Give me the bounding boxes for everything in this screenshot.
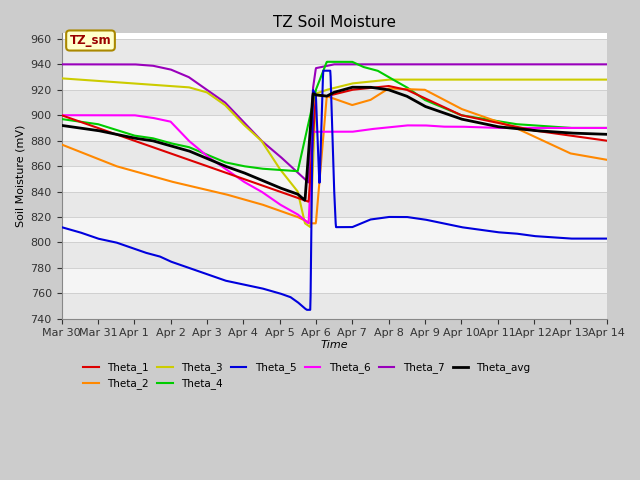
- Bar: [61, 64, 607, 90]
- Bar: [61, 268, 607, 293]
- Bar: [61, 192, 607, 217]
- Bar: [61, 141, 607, 166]
- Title: TZ Soil Moisture: TZ Soil Moisture: [273, 15, 396, 30]
- Bar: [61, 115, 607, 141]
- Y-axis label: Soil Moisture (mV): Soil Moisture (mV): [15, 124, 25, 227]
- Bar: [61, 242, 607, 268]
- Bar: [61, 39, 607, 64]
- Text: TZ_sm: TZ_sm: [70, 34, 111, 47]
- Bar: [61, 293, 607, 319]
- Bar: [61, 166, 607, 192]
- Bar: [61, 217, 607, 242]
- Bar: [61, 90, 607, 115]
- X-axis label: Time: Time: [320, 340, 348, 350]
- Legend: Theta_1, Theta_2, Theta_3, Theta_4, Theta_5, Theta_6, Theta_7, Theta_avg: Theta_1, Theta_2, Theta_3, Theta_4, Thet…: [79, 358, 535, 394]
